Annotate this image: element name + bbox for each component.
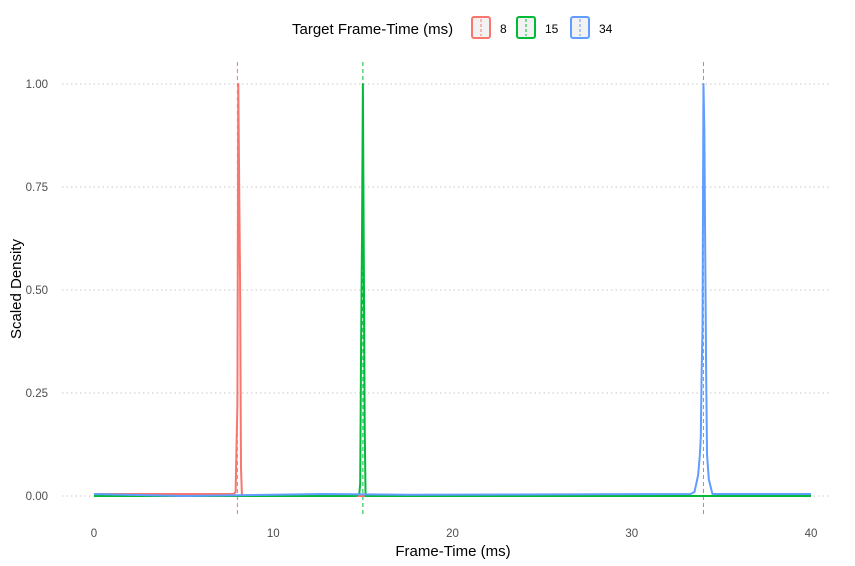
x-axis: 0 10 20 30 40	[91, 528, 818, 540]
y-axis: 0.00 0.25 0.50 0.75 1.00	[26, 79, 48, 503]
x-tick-label: 20	[446, 528, 459, 540]
x-tick-label: 40	[805, 528, 818, 540]
series-line-8	[94, 83, 811, 497]
legend-key-8	[471, 16, 491, 39]
legend-key-34	[570, 16, 590, 39]
y-tick-label: 0.00	[26, 491, 48, 503]
legend-label-34: 34	[599, 22, 613, 36]
x-axis-title: Frame-Time (ms)	[395, 543, 510, 560]
series-lines	[93, 83, 811, 497]
target-lines	[236, 62, 704, 514]
legend-title: Target Frame-Time (ms)	[292, 21, 453, 38]
legend: Target Frame-Time (ms) 8 15 34	[292, 16, 613, 39]
legend-label-8: 8	[500, 22, 507, 36]
gridlines	[62, 83, 830, 497]
legend-item-34: 34	[570, 16, 613, 39]
y-tick-label: 0.50	[26, 285, 48, 297]
legend-item-8: 8	[471, 16, 507, 39]
y-tick-label: 0.25	[26, 388, 48, 400]
y-tick-label: 0.75	[26, 182, 48, 194]
y-axis-title: Scaled Density	[8, 238, 25, 339]
y-tick-label: 1.00	[26, 79, 48, 91]
x-tick-label: 30	[625, 528, 638, 540]
legend-item-15: 15	[516, 16, 559, 39]
x-tick-label: 10	[267, 528, 280, 540]
series-line-34	[93, 83, 811, 497]
legend-label-15: 15	[545, 22, 559, 36]
legend-key-15	[516, 16, 536, 39]
x-tick-label: 0	[91, 528, 97, 540]
